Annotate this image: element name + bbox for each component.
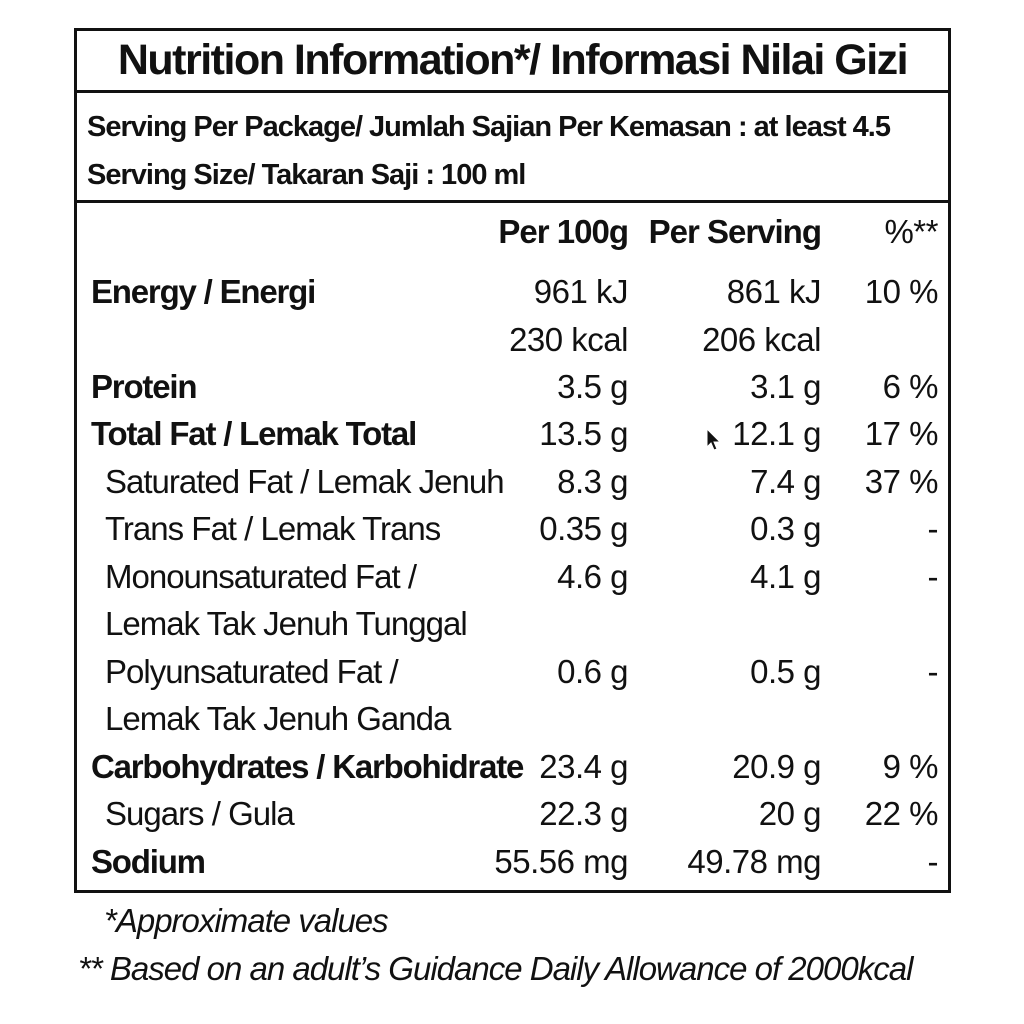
row-per-100g: 0.6 g	[557, 653, 628, 690]
row-per-serving: 206 kcal	[702, 321, 821, 358]
table-row-total-fat: Total Fat / Lemak Total 13.5 g 12.1 g 17…	[77, 411, 948, 457]
row-per-100g: 22.3 g	[539, 795, 628, 832]
row-label: Energy / Energi	[91, 273, 316, 310]
serving-size: Serving Size/ Takaran Saji : 100 ml	[87, 159, 526, 191]
row-per-100g: 0.35 g	[539, 510, 628, 547]
table-row-polyunsaturated-fat-cont: Lemak Tak Jenuh Ganda	[77, 696, 948, 742]
table-row-protein: Protein 3.5 g 3.1 g 6 %	[77, 364, 948, 410]
table-row-energy-kj: Energy / Energi 961 kJ 861 kJ 10 %	[77, 269, 948, 315]
row-per-100g: 13.5 g	[539, 415, 628, 452]
row-label: Polyunsaturated Fat /	[105, 653, 399, 690]
row-label: Total Fat / Lemak Total	[91, 415, 417, 452]
row-per-serving: 7.4 g	[750, 463, 821, 500]
footnote-approximate: *Approximate values	[104, 902, 389, 939]
panel-title: Nutrition Information*/ Informasi Nilai …	[77, 31, 948, 93]
row-label: Carbohydrates / Karbohidrate	[91, 748, 524, 785]
table-row-saturated-fat: Saturated Fat / Lemak Jenuh 8.3 g 7.4 g …	[77, 459, 948, 505]
table-header-row: Per 100g Per Serving %**	[77, 209, 948, 255]
serving-info: Serving Per Package/ Jumlah Sajian Per K…	[77, 93, 948, 203]
table-row-monounsaturated-fat-cont: Lemak Tak Jenuh Tunggal	[77, 601, 948, 647]
row-percent: 6 %	[882, 368, 939, 405]
row-percent: -	[927, 558, 939, 595]
row-label: Monounsaturated Fat /	[105, 558, 417, 595]
table-row-monounsaturated-fat: Monounsaturated Fat / 4.6 g 4.1 g -	[77, 554, 948, 600]
header-per-100g: Per 100g	[498, 213, 629, 250]
row-percent: -	[927, 653, 939, 690]
row-label: Lemak Tak Jenuh Tunggal	[105, 605, 468, 642]
header-per-serving: Per Serving	[648, 213, 822, 250]
row-label: Trans Fat / Lemak Trans	[105, 510, 441, 547]
table-row-sodium: Sodium 55.56 mg 49.78 mg -	[77, 839, 948, 885]
nutrition-panel: Nutrition Information*/ Informasi Nilai …	[74, 28, 951, 893]
row-percent: -	[927, 843, 939, 880]
row-per-serving: 20 g	[758, 795, 822, 832]
table-row-carbohydrates: Carbohydrates / Karbohidrate 23.4 g 20.9…	[77, 744, 948, 790]
row-per-100g: 55.56 mg	[494, 843, 628, 880]
row-per-serving: 861 kJ	[726, 273, 822, 310]
row-label: Saturated Fat / Lemak Jenuh	[105, 463, 505, 500]
row-per-serving: 49.78 mg	[687, 843, 821, 880]
row-per-serving: 3.1 g	[750, 368, 821, 405]
row-percent: 37 %	[864, 463, 939, 500]
row-per-serving: 20.9 g	[732, 748, 821, 785]
row-per-serving: 0.3 g	[750, 510, 821, 547]
row-per-serving: 12.1 g	[732, 415, 821, 452]
row-per-100g: 230 kcal	[509, 321, 628, 358]
row-percent: 10 %	[864, 273, 939, 310]
serving-per-package: Serving Per Package/ Jumlah Sajian Per K…	[87, 111, 891, 143]
row-percent: 17 %	[864, 415, 939, 452]
row-label: Lemak Tak Jenuh Ganda	[105, 700, 451, 737]
row-per-100g: 961 kJ	[533, 273, 629, 310]
row-per-100g: 23.4 g	[539, 748, 628, 785]
table-row-trans-fat: Trans Fat / Lemak Trans 0.35 g 0.3 g -	[77, 506, 948, 552]
table-row-energy-kcal: 230 kcal 206 kcal	[77, 317, 948, 363]
row-percent: 9 %	[882, 748, 939, 785]
header-percent: %**	[884, 213, 938, 250]
row-per-serving: 0.5 g	[750, 653, 821, 690]
footnote-gda: ** Based on an adult’s Guidance Daily Al…	[78, 950, 913, 987]
row-per-serving: 4.1 g	[750, 558, 821, 595]
row-per-100g: 8.3 g	[557, 463, 628, 500]
row-per-100g: 3.5 g	[557, 368, 628, 405]
row-per-100g: 4.6 g	[557, 558, 628, 595]
table-row-polyunsaturated-fat: Polyunsaturated Fat / 0.6 g 0.5 g -	[77, 649, 948, 695]
row-label: Protein	[91, 368, 197, 405]
row-percent: -	[927, 510, 939, 547]
table-row-sugars: Sugars / Gula 22.3 g 20 g 22 %	[77, 791, 948, 837]
mouse-pointer-icon	[706, 428, 722, 451]
row-percent: 22 %	[864, 795, 939, 832]
row-label: Sodium	[91, 843, 206, 880]
row-label: Sugars / Gula	[105, 795, 295, 832]
